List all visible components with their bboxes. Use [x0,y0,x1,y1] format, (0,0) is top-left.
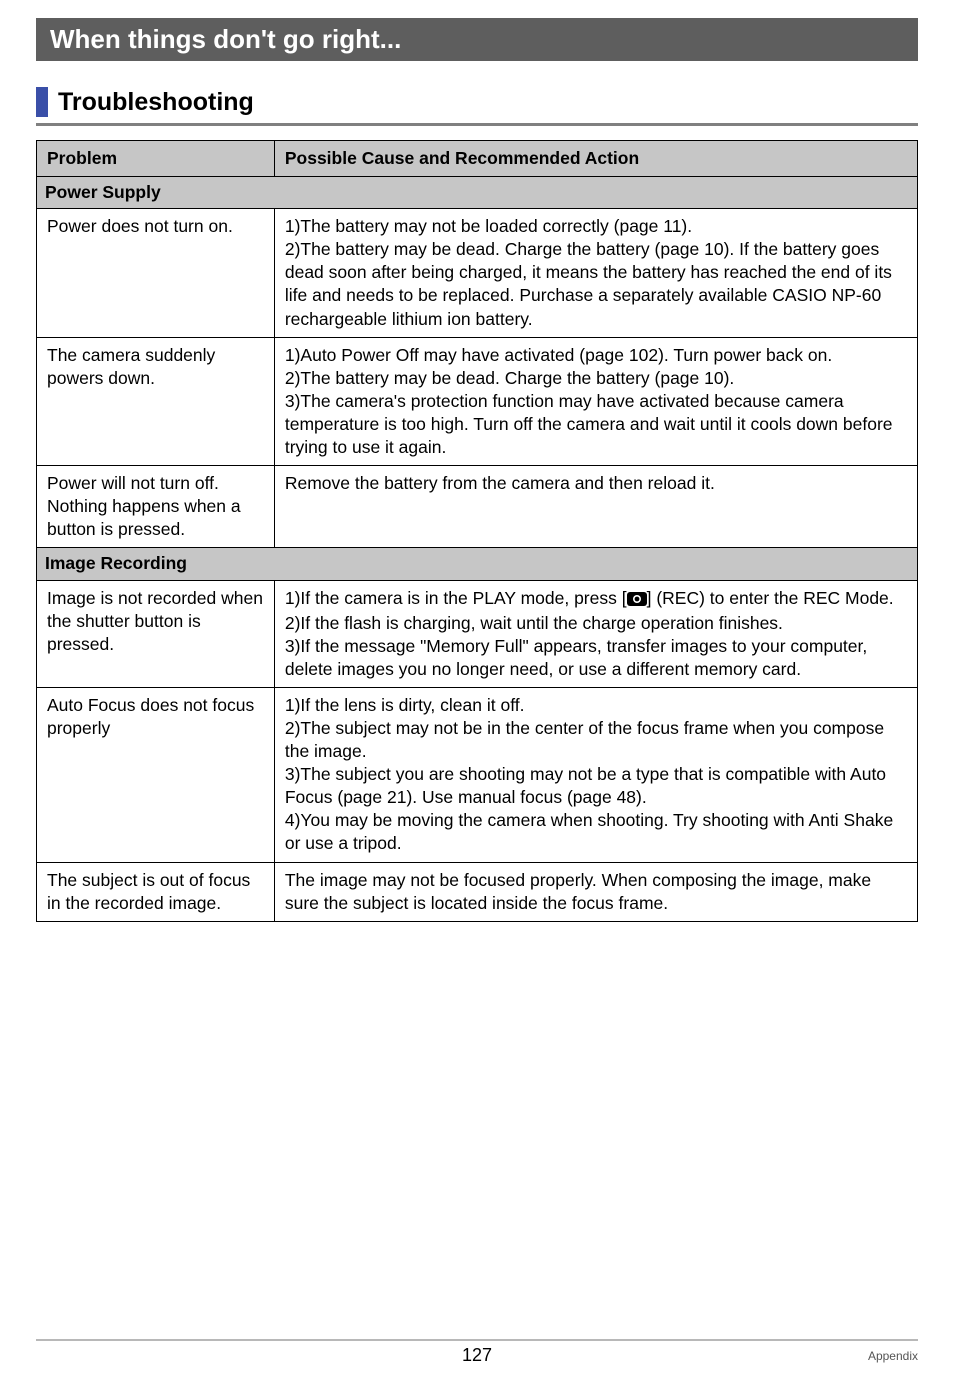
problem-cell: Power does not turn on. [37,209,275,337]
section-row: Power Supply [37,177,918,209]
footer-divider [36,1339,918,1341]
sub-title: Troubleshooting [58,88,254,117]
action-text: 1)The battery may not be loaded correctl… [285,216,892,328]
problem-cell: The subject is out of focus in the recor… [37,862,275,921]
footer-section: Appendix [868,1349,918,1363]
problem-cell: Auto Focus does not focus properly [37,687,275,862]
sub-header: Troubleshooting [36,87,918,126]
action-cell: 1)If the lens is dirty, clean it off.2)T… [274,687,917,862]
table-header-row: Problem Possible Cause and Recommended A… [37,141,918,177]
table-row: The subject is out of focus in the recor… [37,862,918,921]
problem-cell: The camera suddenly powers down. [37,337,275,465]
section-banner: When things don't go right... [36,18,918,61]
table-row: Auto Focus does not focus properly 1)If … [37,687,918,862]
section-row: Image Recording [37,548,918,580]
action-text: Remove the battery from the camera and t… [285,473,715,493]
problem-cell: Power will not turn off. Nothing happens… [37,466,275,548]
header-action: Possible Cause and Recommended Action [274,141,917,177]
sub-marker [36,87,48,117]
troubleshooting-table: Problem Possible Cause and Recommended A… [36,140,918,922]
section-title: Image Recording [37,548,918,580]
table-row: The camera suddenly powers down. 1)Auto … [37,337,918,465]
action-text: 1)Auto Power Off may have activated (pag… [285,345,893,457]
table-row: Image is not recorded when the shutter b… [37,580,918,687]
action-cell: The image may not be focused properly. W… [274,862,917,921]
action-cell: Remove the battery from the camera and t… [274,466,917,548]
footer: 127 Appendix [0,1339,954,1365]
action-text: The image may not be focused properly. W… [285,870,871,913]
section-title: Power Supply [37,177,918,209]
action-cell: 1)Auto Power Off may have activated (pag… [274,337,917,465]
action-cell: 1)The battery may not be loaded correctl… [274,209,917,337]
action-cell: 1)If the camera is in the PLAY mode, pre… [274,580,917,687]
table-row: Power will not turn off. Nothing happens… [37,466,918,548]
banner-title: When things don't go right... [50,24,401,54]
action-text: 1)If the lens is dirty, clean it off.2)T… [285,695,893,854]
page-number: 127 [0,1345,954,1366]
problem-cell: Image is not recorded when the shutter b… [37,580,275,687]
action-text-pre: 1)If the camera is in the PLAY mode, pre… [285,588,627,608]
table-row: Power does not turn on. 1)The battery ma… [37,209,918,337]
header-problem: Problem [37,141,275,177]
camera-icon [627,589,647,612]
